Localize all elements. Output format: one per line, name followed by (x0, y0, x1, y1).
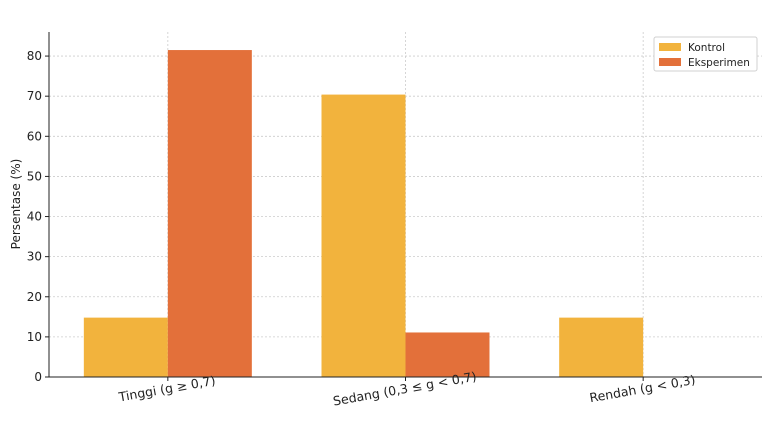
bar-kontrol (83, 317, 168, 377)
y-tick-label: 70 (27, 89, 42, 103)
y-tick-label: 40 (27, 210, 42, 224)
y-ticks: 0 10 20 30 40 50 60 70 80 (27, 49, 49, 384)
bars (83, 50, 644, 378)
bar-eksperimen (405, 332, 490, 377)
y-tick-label: 20 (27, 290, 42, 304)
legend: Kontrol Eksperimen (653, 36, 758, 72)
legend-label: Kontrol (688, 42, 725, 54)
y-tick-label: 30 (27, 250, 42, 264)
y-tick-label: 10 (27, 330, 42, 344)
y-tick-label: 50 (27, 169, 42, 183)
bar-kontrol (559, 317, 644, 377)
legend-swatch (659, 43, 681, 51)
y-tick-label: 0 (34, 370, 42, 384)
y-axis-title: Persentase (%) (9, 159, 23, 250)
y-tick-label: 80 (27, 49, 42, 63)
legend-swatch (659, 58, 681, 66)
bar-kontrol (321, 94, 406, 378)
y-tick-label: 60 (27, 129, 42, 143)
bar-eksperimen (167, 50, 252, 377)
legend-label: Eksperimen (688, 57, 750, 69)
